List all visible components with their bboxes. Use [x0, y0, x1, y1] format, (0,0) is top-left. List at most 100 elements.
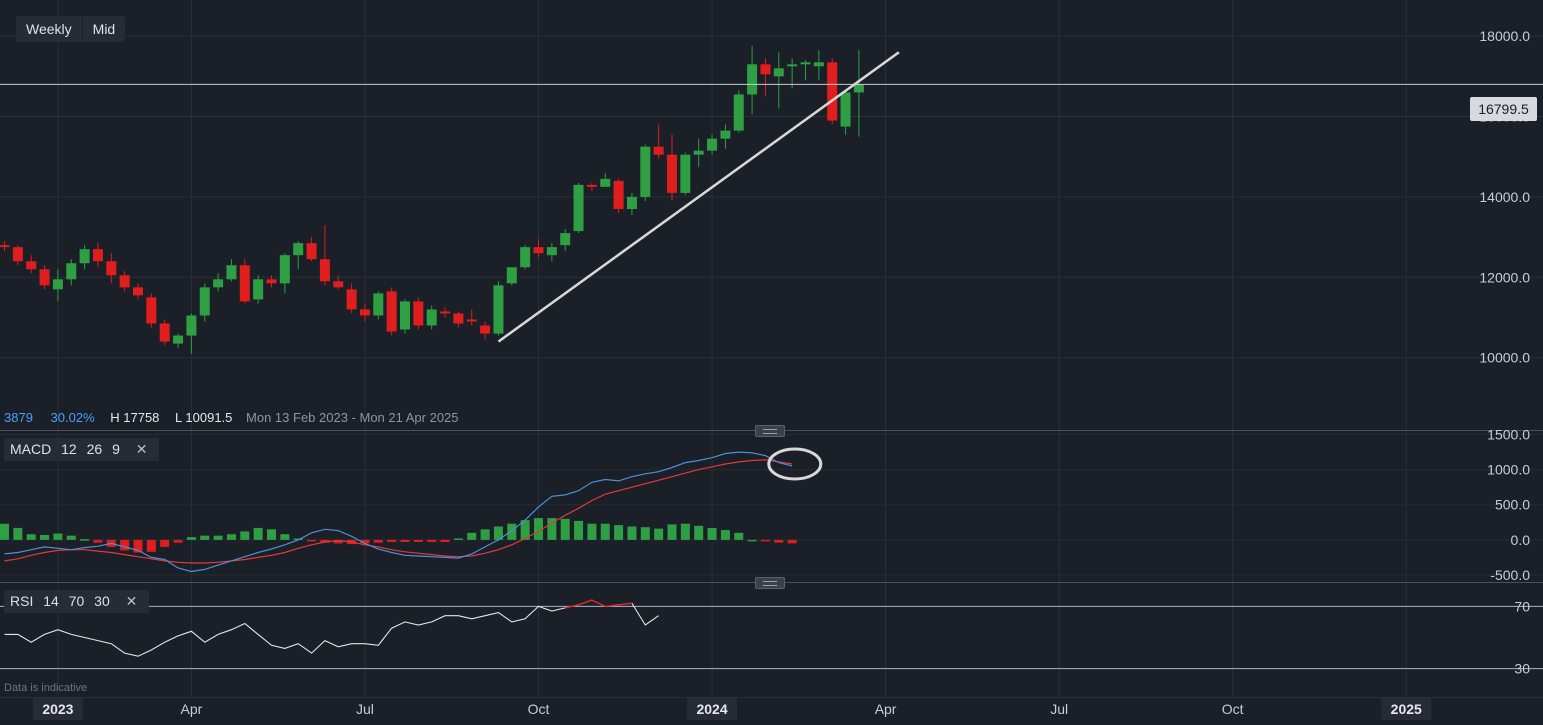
candle-body — [840, 92, 851, 127]
macd-indicator-label[interactable]: MACD 12 26 9 ✕ — [4, 438, 160, 461]
macd-histogram-bar — [747, 539, 757, 542]
rsi-indicator-label[interactable]: RSI 14 70 30 ✕ — [4, 590, 150, 613]
macd-histogram-bar — [547, 518, 557, 540]
candle-body — [653, 146, 664, 155]
macd-histogram-bar — [680, 523, 690, 540]
candle-body — [306, 243, 317, 260]
candle-body — [12, 247, 23, 262]
candle-body — [466, 319, 477, 322]
macd-histogram-bar — [307, 539, 317, 542]
macd-signal: 9 — [112, 441, 120, 457]
change-value: 3879 — [4, 410, 33, 425]
candle-body — [413, 301, 424, 326]
macd-histogram-bar — [146, 539, 156, 552]
close-rsi-icon[interactable]: ✕ — [125, 593, 138, 609]
rsi-name: RSI — [10, 593, 34, 609]
macd-line — [4, 451, 793, 573]
candle-body — [773, 68, 784, 77]
candle-body — [560, 233, 571, 246]
candle-body — [333, 281, 344, 288]
macd-histogram-bar — [93, 539, 103, 543]
rsi-lower: 30 — [94, 593, 110, 609]
candle-body — [733, 94, 744, 131]
candle-body — [533, 247, 544, 254]
candle-body — [373, 293, 384, 316]
rsi-tick-label: 30 — [1514, 661, 1530, 677]
price-type-button[interactable]: Mid — [81, 16, 126, 42]
price-tick-label: 18000.0 — [1479, 28, 1530, 44]
candle-body — [26, 261, 37, 270]
candle-body — [546, 247, 557, 256]
candle-body — [92, 249, 103, 262]
macd-fast: 12 — [61, 441, 77, 457]
time-tick-label: 2024 — [696, 701, 727, 717]
macd-histogram-bar — [280, 534, 290, 540]
macd-histogram-bar — [267, 529, 276, 540]
time-tick-label: 2025 — [1391, 701, 1422, 717]
macd-histogram-bar — [226, 534, 236, 540]
rsi-upper: 70 — [68, 593, 85, 609]
macd-histogram-bar — [13, 527, 23, 540]
macd-histogram-bar — [614, 525, 624, 540]
candle-body — [226, 265, 237, 280]
price-stats: 3879 30.02% H 17758 L 10091.5 Mon 13 Feb… — [4, 410, 469, 425]
candle-body — [626, 196, 637, 209]
macd-signal-line — [4, 459, 793, 564]
candle-body — [493, 285, 504, 334]
trendline[interactable] — [497, 51, 900, 343]
candle-body — [119, 275, 130, 288]
macd-histogram-bar — [53, 533, 63, 540]
macd-histogram-bar — [707, 527, 717, 540]
macd-histogram-bar — [400, 539, 410, 542]
rsi-overbought-segment — [578, 599, 593, 606]
candle-body — [279, 255, 290, 284]
macd-pane-resize-handle[interactable] — [755, 425, 785, 437]
candle-body — [199, 287, 210, 316]
macd-histogram-bar — [734, 532, 744, 540]
macd-histogram-bar — [627, 526, 637, 540]
macd-histogram-bar — [160, 539, 170, 547]
macd-histogram-bar — [774, 539, 784, 543]
candle-body — [239, 265, 250, 302]
rsi-tick-label: 70 — [1514, 598, 1530, 614]
macd-tick-label: 0.0 — [1511, 532, 1531, 548]
macd-histogram-bar — [427, 539, 437, 542]
macd-tick-label: 500.0 — [1495, 497, 1530, 513]
candle-body — [680, 154, 691, 193]
year-tick-bg — [687, 698, 738, 720]
close-macd-icon[interactable]: ✕ — [135, 441, 148, 457]
candle-body — [506, 267, 517, 284]
candle-body — [827, 62, 838, 121]
candle-body — [707, 138, 718, 151]
rsi-overbought-segment — [565, 604, 579, 609]
macd-histogram-bar — [253, 527, 263, 540]
rsi-overbought-segment — [618, 602, 633, 606]
candle-body — [386, 291, 397, 332]
macd-histogram-bar — [587, 523, 597, 540]
macd-histogram-bar — [186, 537, 196, 540]
candle-body — [720, 130, 731, 139]
rsi-pane-resize-handle[interactable] — [755, 577, 785, 589]
time-tick-label: Apr — [181, 701, 203, 717]
macd-histogram-bar — [413, 539, 423, 542]
candle-body — [760, 64, 771, 75]
macd-histogram-bar — [213, 535, 223, 540]
macd-histogram-bar — [440, 539, 450, 542]
data-indicative-note: Data is indicative — [4, 682, 88, 694]
macd-histogram-bar — [787, 539, 797, 544]
candle-body — [520, 247, 531, 268]
macd-name: MACD — [10, 441, 52, 457]
macd-histogram-bar — [320, 539, 330, 543]
year-tick-bg — [1381, 698, 1432, 720]
time-axis[interactable] — [0, 698, 1543, 720]
macd-histogram-bar — [0, 523, 9, 540]
macd-histogram-bar — [574, 520, 584, 540]
candle-body — [293, 243, 304, 256]
interval-button[interactable]: Weekly — [26, 21, 72, 37]
macd-histogram-bar — [66, 535, 76, 540]
time-tick-label: Jul — [356, 701, 374, 717]
candle-body — [787, 64, 798, 67]
macd-slow: 26 — [86, 441, 103, 457]
